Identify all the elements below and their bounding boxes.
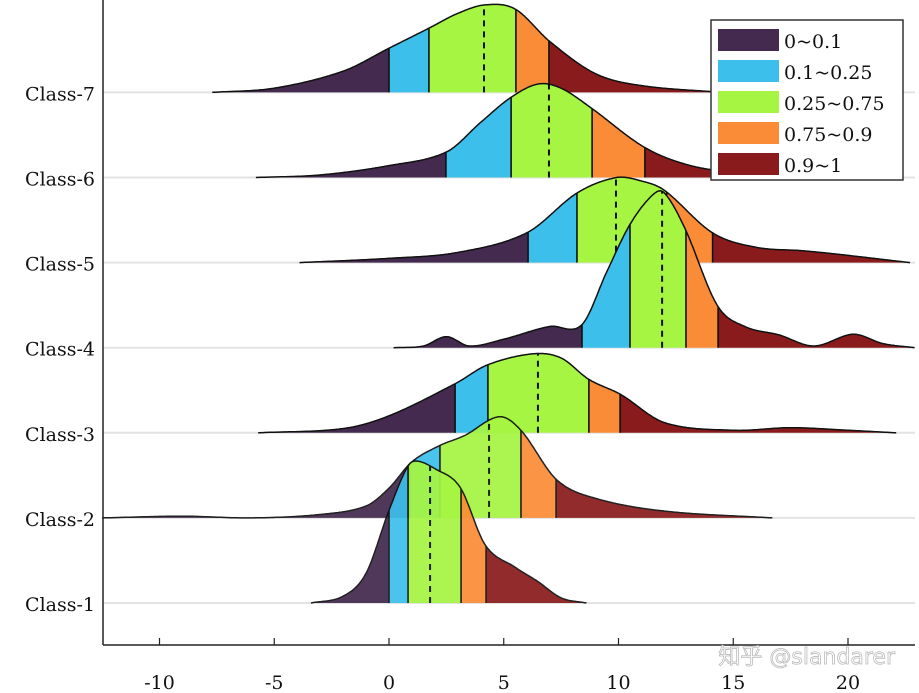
legend-swatch xyxy=(718,122,779,144)
legend-label: 0.25~0.75 xyxy=(784,93,885,115)
quantile-band xyxy=(428,4,516,93)
quantile-band xyxy=(212,48,389,93)
ridge-class-6 xyxy=(255,82,803,179)
class-label: Class-6 xyxy=(25,169,95,191)
class-label: Class-4 xyxy=(25,339,95,361)
legend-swatch xyxy=(718,91,779,113)
quantile-band xyxy=(486,546,587,603)
quantile-band xyxy=(445,97,512,178)
quantile-band xyxy=(556,479,773,518)
quantile-band xyxy=(712,232,910,263)
quantile-band xyxy=(258,383,456,433)
x-tick-label: 15 xyxy=(721,672,745,693)
density-outline xyxy=(102,415,773,519)
quantile-band xyxy=(685,230,719,348)
x-tick-label: 0 xyxy=(383,672,395,693)
quantile-band xyxy=(620,394,897,433)
legend-swatch xyxy=(718,60,779,82)
class-label: Class-5 xyxy=(25,254,95,276)
quantile-band xyxy=(102,463,410,518)
class-label: Class-3 xyxy=(25,424,95,446)
x-tick-label: 5 xyxy=(498,672,510,693)
legend-label: 0.75~0.9 xyxy=(784,124,872,146)
ridge-class-3 xyxy=(258,352,897,434)
x-tick-label: 10 xyxy=(606,672,630,693)
quantile-band xyxy=(299,232,529,263)
quantile-band xyxy=(592,108,645,178)
x-tick-label: 20 xyxy=(836,672,860,693)
quantile-band xyxy=(389,28,429,93)
quantile-band xyxy=(515,9,549,93)
x-tick-label: -5 xyxy=(265,672,284,693)
quantile-band xyxy=(548,40,722,93)
watermark: 知乎 @slandarer xyxy=(718,645,896,670)
quantile-band xyxy=(408,461,462,603)
legend-label: 0~0.1 xyxy=(784,31,842,53)
class-label: Class-2 xyxy=(25,509,95,531)
x-tick-label: -10 xyxy=(144,672,175,693)
quantile-band xyxy=(255,152,446,178)
density-outline xyxy=(310,460,587,604)
legend: 0~0.1 0.1~0.25 0.25~0.75 0.75~0.9 0.9~1 xyxy=(710,19,904,181)
quantile-band xyxy=(487,353,589,433)
legend-swatch xyxy=(718,153,779,175)
ridge-class-4 xyxy=(393,190,915,349)
class-label: Class-7 xyxy=(25,83,95,105)
density-outline xyxy=(258,352,897,434)
quantile-band xyxy=(629,190,686,348)
quantile-band xyxy=(520,430,557,518)
quantile-band xyxy=(461,488,487,603)
quantile-band xyxy=(588,379,621,433)
ridge-class-5 xyxy=(299,176,911,264)
quantile-band xyxy=(455,364,488,433)
density-outline xyxy=(299,176,911,264)
class-label: Class-1 xyxy=(25,594,95,616)
quantile-band xyxy=(528,193,577,263)
quantile-band xyxy=(644,147,803,178)
density-outline xyxy=(212,3,722,94)
legend-label: 0.1~0.25 xyxy=(784,62,872,84)
quantile-band xyxy=(310,510,389,603)
ridge-class-1 xyxy=(310,460,587,604)
legend-swatch xyxy=(718,29,779,51)
legend-label: 0.9~1 xyxy=(784,155,842,177)
ridge-class-7 xyxy=(212,3,722,94)
quantile-band xyxy=(582,224,630,348)
density-outline xyxy=(393,190,915,349)
quantile-band xyxy=(511,83,593,178)
